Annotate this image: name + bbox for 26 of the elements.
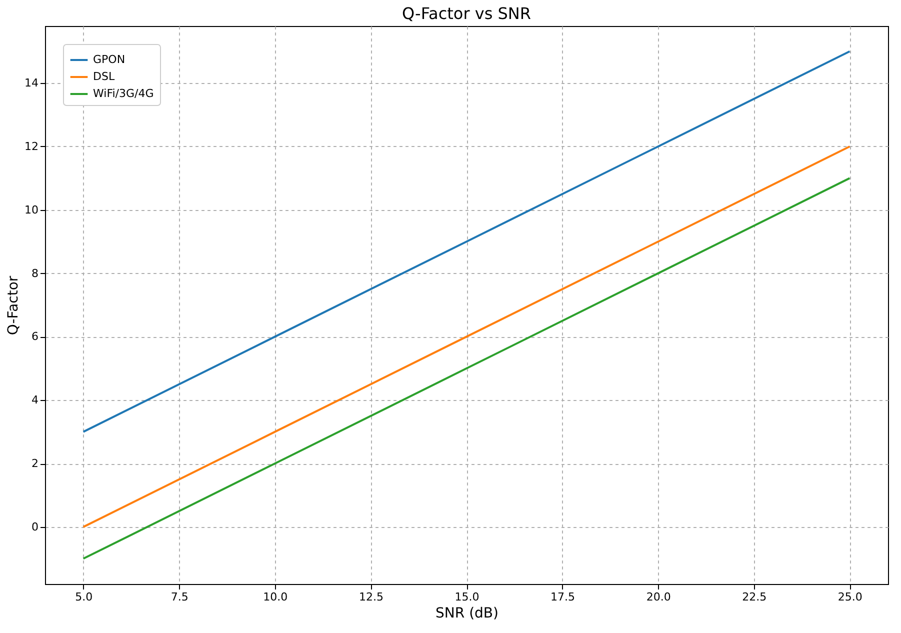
y-tick-label: 8 bbox=[32, 266, 38, 280]
x-tick-label: 10.0 bbox=[263, 590, 288, 604]
x-tick-label: 12.5 bbox=[358, 590, 384, 604]
y-tick-label: 12 bbox=[24, 140, 38, 153]
x-axis-title: SNR (dB) bbox=[436, 606, 498, 622]
x-tick-label: 7.5 bbox=[170, 590, 188, 604]
chart-title: Q-Factor vs SNR bbox=[402, 4, 532, 23]
x-tick-label: 25.0 bbox=[838, 590, 862, 604]
y-tick-label: 2 bbox=[32, 457, 38, 470]
line-series bbox=[82, 177, 851, 560]
y-tick-label: 10 bbox=[24, 203, 38, 216]
legend-label: DSL bbox=[93, 70, 116, 83]
x-tick-label: 15.0 bbox=[454, 590, 480, 604]
line-series bbox=[82, 145, 851, 528]
legend-label: WiFi/3G/4G bbox=[93, 87, 154, 100]
line-series bbox=[82, 50, 851, 433]
x-tick-label: 5.0 bbox=[75, 590, 93, 604]
y-tick-label: 14 bbox=[24, 76, 38, 90]
x-tick-label: 17.5 bbox=[550, 590, 576, 604]
y-tick-label: 0 bbox=[32, 520, 38, 534]
y-axis-title: Q-Factor bbox=[6, 276, 22, 336]
x-tick-label: 20.0 bbox=[646, 590, 671, 604]
legend-label: GPON bbox=[93, 53, 126, 66]
x-tick-label: 22.5 bbox=[742, 590, 767, 604]
y-tick-label: 4 bbox=[32, 394, 38, 407]
y-tick-label: 6 bbox=[32, 330, 38, 344]
